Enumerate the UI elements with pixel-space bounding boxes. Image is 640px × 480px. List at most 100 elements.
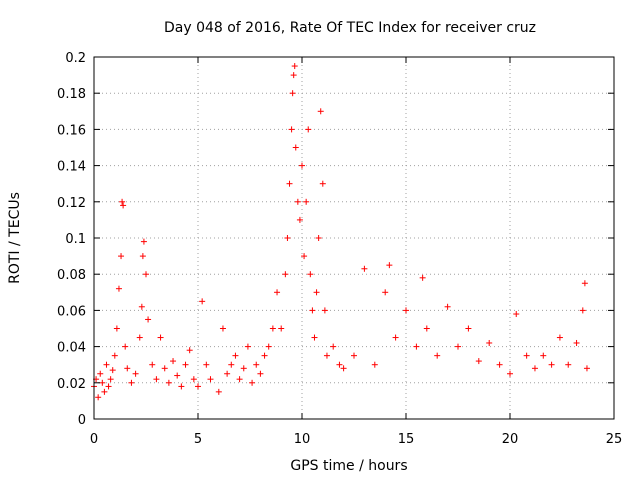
- y-tick-label: 0.08: [57, 268, 86, 283]
- data-point: [513, 311, 520, 318]
- data-point: [139, 253, 146, 260]
- data-point: [319, 180, 326, 187]
- y-tick-label: 0.18: [57, 87, 86, 102]
- data-point: [556, 334, 563, 341]
- data-point: [434, 352, 441, 359]
- data-point: [323, 352, 330, 359]
- data-point: [232, 352, 239, 359]
- y-tick-label: 0.06: [57, 304, 86, 319]
- data-point: [565, 361, 572, 368]
- data-point: [224, 370, 231, 377]
- data-point: [161, 365, 168, 372]
- data-point: [249, 379, 256, 386]
- x-tick-label: 10: [294, 432, 311, 447]
- data-point: [115, 285, 122, 292]
- data-point: [292, 144, 299, 151]
- data-point: [581, 280, 588, 287]
- data-point: [119, 198, 126, 205]
- data-point: [269, 325, 276, 332]
- data-point: [371, 361, 378, 368]
- axis-ticks: 0 0.02 0.04 0.06 0.08 0.1 0.12 0.14 0.16 0.18 0.2 0…: [57, 51, 622, 447]
- data-point: [265, 343, 272, 350]
- data-point: [107, 376, 114, 383]
- data-point: [413, 343, 420, 350]
- data-point: [548, 361, 555, 368]
- data-point: [157, 334, 164, 341]
- data-point: [507, 370, 513, 377]
- data-point: [579, 307, 586, 314]
- data-point: [278, 325, 285, 332]
- data-point: [307, 271, 314, 278]
- data-point: [486, 339, 493, 346]
- y-tick-label: 0.14: [57, 160, 86, 175]
- data-point: [124, 365, 131, 372]
- data-point: [132, 370, 139, 377]
- data-point: [299, 162, 305, 169]
- data-point: [143, 271, 149, 278]
- data-point: [403, 307, 409, 314]
- data-point: [291, 63, 298, 70]
- y-tick-label: 0.12: [57, 196, 86, 211]
- y-axis-label: ROTI / TECUs: [7, 192, 23, 284]
- data-point: [97, 370, 104, 377]
- data-point: [361, 265, 368, 272]
- data-point: [386, 262, 393, 269]
- data-point: [170, 358, 177, 365]
- data-point: [186, 347, 193, 354]
- data-point: [128, 379, 135, 386]
- data-point: [313, 289, 320, 296]
- data-point: [531, 365, 538, 372]
- data-point: [182, 361, 189, 368]
- data-point: [215, 388, 222, 395]
- data-point: [138, 303, 145, 310]
- data-point: [475, 358, 482, 365]
- data-point: [382, 289, 389, 296]
- data-point: [190, 376, 197, 383]
- data-point: [423, 325, 430, 332]
- y-tick-label: 0.02: [57, 377, 86, 392]
- data-point: [261, 352, 268, 359]
- data-point: [253, 361, 260, 368]
- data-point: [101, 388, 108, 395]
- data-point: [118, 253, 125, 260]
- x-tick-label: 5: [194, 432, 202, 447]
- data-point: [321, 307, 328, 314]
- data-point: [301, 253, 308, 260]
- data-point: [392, 334, 399, 341]
- chart-title: Day 048 of 2016, Rate Of TEC Index for r…: [164, 20, 536, 36]
- data-point: [105, 383, 112, 390]
- data-point: [95, 394, 102, 401]
- data-point: [145, 316, 152, 323]
- data-point: [282, 271, 289, 278]
- x-tick-label: 15: [398, 432, 415, 447]
- data-point: [178, 383, 185, 390]
- x-tick-label: 20: [502, 432, 519, 447]
- data-point: [199, 298, 206, 305]
- data-point: [109, 367, 116, 374]
- data-point: [228, 361, 235, 368]
- data-point: [289, 90, 296, 97]
- data-point: [122, 343, 129, 350]
- data-point: [174, 372, 181, 379]
- data-point: [286, 180, 293, 187]
- data-point: [317, 108, 324, 115]
- data-point: [140, 238, 147, 245]
- data-point: [99, 379, 106, 386]
- data-point: [465, 325, 472, 332]
- data-point: [419, 274, 426, 281]
- data-point: [111, 352, 118, 359]
- data-point: [496, 361, 503, 368]
- data-point: [236, 376, 243, 383]
- data-point: [455, 343, 461, 350]
- data-point: [165, 379, 172, 386]
- y-tick-label: 0.16: [57, 123, 86, 138]
- data-point: [288, 126, 295, 133]
- data-point: [244, 343, 251, 350]
- data-point: [219, 325, 226, 332]
- data-point: [309, 307, 316, 314]
- data-point: [257, 370, 264, 377]
- data-points: [91, 63, 590, 401]
- data-point: [294, 198, 301, 205]
- data-point: [240, 365, 247, 372]
